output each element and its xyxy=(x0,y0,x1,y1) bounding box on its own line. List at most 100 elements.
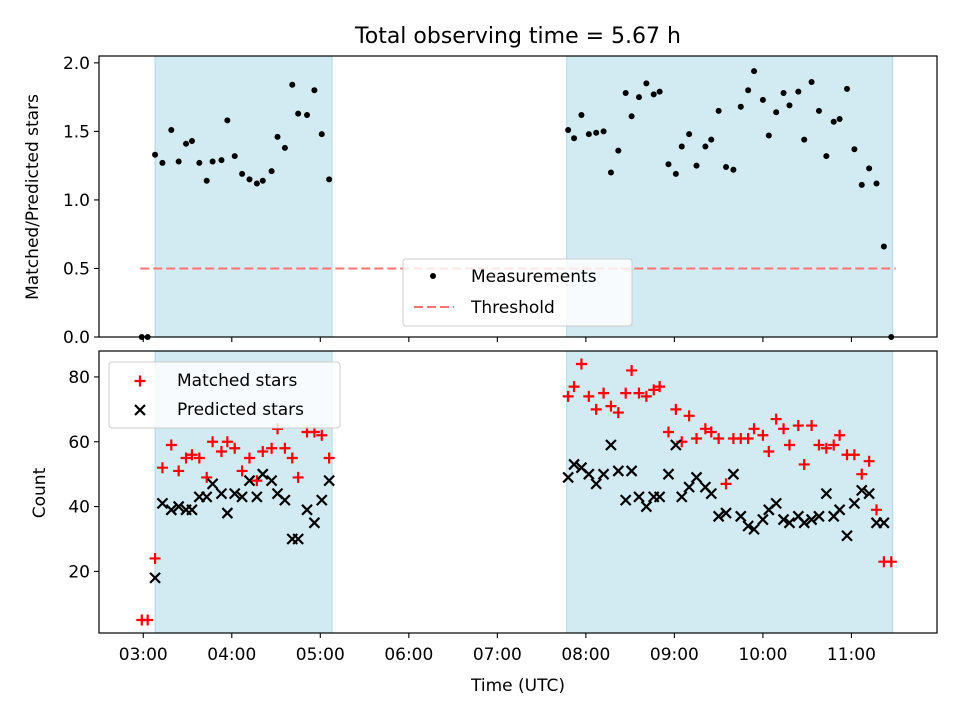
measurement-point xyxy=(702,143,709,150)
matched-star-point xyxy=(568,381,580,393)
measurement-point xyxy=(765,132,772,139)
measurement-point xyxy=(203,177,210,184)
measurement-point xyxy=(635,94,642,101)
measurement-point xyxy=(159,159,166,166)
matched-star-point xyxy=(699,423,711,435)
matched-star-point xyxy=(626,364,638,376)
measurement-point xyxy=(737,103,744,110)
y-tick-label: 80 xyxy=(68,368,90,388)
measurement-point xyxy=(259,177,266,184)
bottom-y-axis-label: Count xyxy=(30,467,50,518)
x-tick-label: 04:00 xyxy=(207,645,256,665)
y-tick-label: 0.0 xyxy=(63,328,90,348)
measurement-point xyxy=(851,146,858,153)
matched-star-point xyxy=(863,455,875,467)
measurement-point xyxy=(168,127,175,134)
matched-star-point xyxy=(292,471,304,483)
matched-star-point xyxy=(590,403,602,415)
predicted-star-point xyxy=(833,504,846,516)
predicted-star-point xyxy=(748,523,760,536)
matched-star-point xyxy=(683,410,695,422)
matched-star-point xyxy=(142,614,154,626)
predicted-star-point xyxy=(265,474,278,487)
matched-star-point xyxy=(848,449,860,461)
measurement-point xyxy=(880,243,887,250)
matched-star-point xyxy=(705,426,717,438)
matched-star-point xyxy=(654,381,666,393)
matched-star-point xyxy=(763,445,775,457)
predicted-star-point xyxy=(690,471,703,484)
matched-star-point xyxy=(834,429,846,441)
predicted-star-point xyxy=(735,510,747,523)
predicted-star-point xyxy=(798,517,810,529)
predicted-star-point xyxy=(777,513,790,526)
measurement-point xyxy=(565,127,572,134)
measurement-point xyxy=(218,157,225,164)
predicted-star-point xyxy=(712,510,725,523)
measurement-point xyxy=(253,180,260,187)
predicted-star-point xyxy=(156,497,169,510)
axes-frame xyxy=(98,55,938,338)
legend-threshold-label: Threshold xyxy=(470,298,555,318)
predicted-star-point xyxy=(206,478,219,490)
measurement-point xyxy=(593,129,600,136)
predicted-star-point xyxy=(670,439,682,451)
measurement-point xyxy=(759,96,766,103)
measurement-point xyxy=(274,133,281,140)
measurement-point xyxy=(281,144,288,151)
predicted-star-point xyxy=(705,487,718,500)
measurement-point xyxy=(209,158,216,165)
matched-star-point xyxy=(757,429,769,441)
top-y-axis-label: Matched/Predicted stars xyxy=(23,94,43,300)
measurement-point xyxy=(628,113,635,120)
matched-star-point xyxy=(640,390,652,402)
predicted-star-point xyxy=(323,474,335,487)
predicted-star-point xyxy=(757,513,769,526)
predicted-star-point xyxy=(633,491,645,503)
measurement-point xyxy=(268,168,275,175)
x-axis-label: Time (UTC) xyxy=(470,676,565,696)
matched-star-point xyxy=(713,433,725,445)
measurement-point xyxy=(801,136,808,143)
predicted-star-point xyxy=(820,487,833,500)
predicted-star-point xyxy=(243,474,256,487)
matched-star-point xyxy=(243,452,255,464)
predicted-star-point xyxy=(165,504,178,516)
matched-star-point xyxy=(828,439,840,451)
matched-star-point xyxy=(286,452,298,464)
measurement-point xyxy=(656,88,663,95)
measurement-point xyxy=(786,102,793,109)
measurement-point xyxy=(665,161,672,168)
matched-star-point xyxy=(820,442,832,454)
matched-star-point xyxy=(193,452,205,464)
matched-star-point xyxy=(813,439,825,451)
measurement-point xyxy=(708,136,715,143)
measurement-point xyxy=(751,68,758,75)
predicted-star-point xyxy=(256,468,269,480)
matched-star-point xyxy=(620,387,632,399)
matched-star-point xyxy=(186,449,198,461)
predicted-star-point xyxy=(612,465,625,477)
predicted-star-point xyxy=(727,468,740,480)
y-tick-label: 20 xyxy=(68,562,90,582)
matched-star-point xyxy=(670,403,682,415)
predicted-star-point xyxy=(625,465,638,477)
measurement-point xyxy=(836,116,843,123)
measurement-point xyxy=(326,176,333,183)
x-tick-label: 10:00 xyxy=(738,645,787,665)
x-tick-label: 05:00 xyxy=(296,645,345,665)
matched-star-point xyxy=(251,475,263,487)
matched-star-point xyxy=(598,387,610,399)
shaded-interval xyxy=(566,350,894,634)
measurement-point xyxy=(844,85,851,92)
matched-star-point xyxy=(871,504,883,516)
predicted-star-point xyxy=(813,510,825,523)
measurement-point xyxy=(224,117,231,124)
measurement-point xyxy=(175,158,182,165)
matched-star-point xyxy=(792,420,804,432)
measurement-point xyxy=(858,181,865,188)
matched-star-point xyxy=(633,387,645,399)
matched-star-point xyxy=(691,433,703,445)
matched-star-point xyxy=(316,429,328,441)
